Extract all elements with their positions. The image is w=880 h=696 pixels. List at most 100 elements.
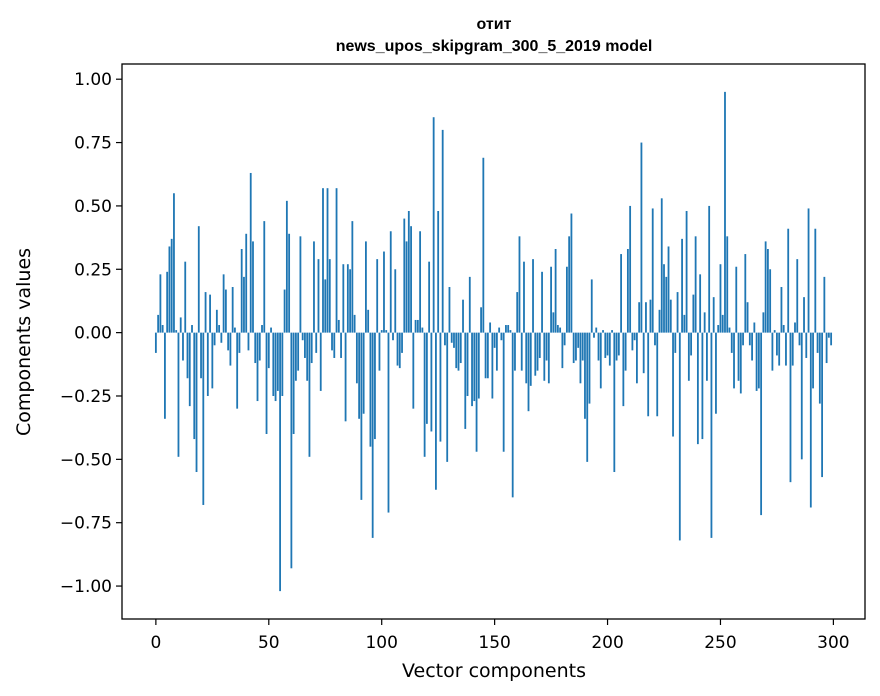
bar (778, 332, 781, 366)
bar (532, 259, 534, 333)
bar (414, 319, 417, 333)
bar (457, 332, 460, 371)
bar (202, 332, 205, 505)
bar (378, 332, 381, 371)
bar (701, 332, 704, 440)
y-axis-label: Components values (13, 248, 35, 436)
bar (613, 332, 616, 473)
bar (626, 249, 629, 333)
bar (658, 309, 661, 333)
bar (234, 327, 236, 333)
bar (304, 332, 306, 358)
bar (365, 241, 367, 333)
x-tick-label: 150 (478, 633, 510, 653)
bar (733, 332, 735, 389)
bar (694, 236, 697, 333)
bar (800, 332, 803, 460)
bar (654, 332, 656, 346)
bar (258, 332, 261, 361)
bar (317, 259, 320, 333)
bar (651, 208, 654, 333)
bar (453, 332, 455, 348)
bar (748, 332, 751, 346)
bar (340, 332, 342, 358)
bar (669, 299, 672, 333)
bar (636, 332, 638, 384)
bar (224, 289, 227, 333)
bar (462, 299, 464, 333)
bar (624, 332, 627, 371)
bar (798, 332, 801, 346)
bar (428, 261, 431, 333)
bar (703, 312, 706, 333)
bar (385, 330, 388, 333)
bar (236, 332, 239, 409)
bar (254, 332, 257, 364)
bar (823, 276, 826, 333)
bar (593, 332, 595, 338)
bar-series (154, 91, 833, 592)
bar (218, 325, 221, 333)
bar (491, 332, 494, 399)
bar (444, 332, 446, 346)
bar (387, 332, 390, 513)
bar (830, 332, 833, 346)
bar (565, 266, 568, 333)
bar (367, 309, 370, 333)
bar (821, 332, 823, 478)
bar (563, 332, 566, 346)
bar (586, 332, 589, 462)
bar (771, 332, 774, 371)
bar (157, 314, 160, 333)
bar (435, 332, 437, 490)
bar (794, 322, 796, 333)
bar (760, 332, 763, 516)
bar (410, 226, 412, 333)
bar (430, 332, 433, 432)
bar (507, 325, 510, 333)
bar (676, 292, 679, 333)
bar (301, 332, 304, 341)
bar (486, 332, 489, 379)
bar (606, 332, 609, 356)
bar (215, 309, 218, 333)
bar (588, 332, 591, 404)
bar (267, 332, 270, 369)
bar (672, 332, 674, 437)
bar (715, 332, 717, 414)
bar (209, 294, 211, 333)
bar (692, 294, 695, 333)
bar (590, 279, 593, 333)
bar (787, 228, 790, 333)
bar (231, 287, 234, 333)
bar (780, 287, 783, 333)
bar (814, 228, 817, 333)
bar (776, 332, 778, 356)
bar (369, 332, 372, 447)
bar (755, 332, 758, 391)
bar (708, 205, 711, 333)
bar (757, 332, 760, 389)
bar (197, 226, 200, 333)
bar (437, 210, 440, 333)
bar (599, 332, 602, 389)
bar (602, 330, 604, 333)
bar (785, 332, 787, 366)
bar (455, 332, 458, 369)
bar (285, 200, 288, 333)
bar (473, 332, 476, 402)
bar (579, 332, 582, 384)
bar (678, 332, 681, 541)
x-tick-label: 300 (817, 633, 849, 653)
bar (726, 236, 729, 333)
x-axis-label: Vector components (402, 660, 586, 682)
bar (299, 236, 302, 333)
bar (484, 332, 487, 379)
bar (527, 332, 530, 412)
bar (803, 297, 805, 333)
bar (753, 322, 756, 333)
bar (281, 332, 284, 396)
bar (168, 246, 171, 333)
bar (480, 307, 482, 333)
bar (638, 302, 641, 333)
